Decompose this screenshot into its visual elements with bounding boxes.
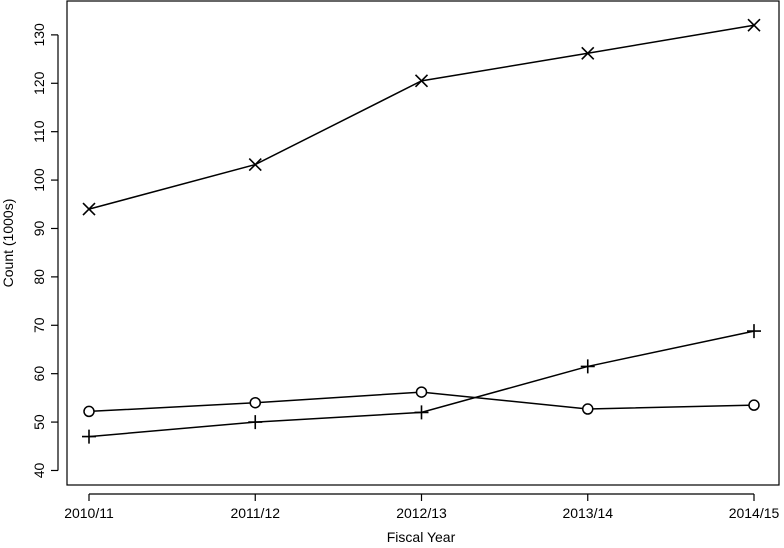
y-tick-label: 80 [31, 269, 47, 285]
series-line [88, 24, 755, 210]
series-circle [83, 386, 760, 418]
data-point-circle [582, 403, 594, 415]
data-point-circle [415, 386, 428, 398]
y-axis-label: Count (1000s) [0, 199, 16, 288]
y-tick-label: 100 [31, 168, 47, 192]
y-axis: 40 50 60 70 80 90 100 110 120 130 [31, 23, 59, 478]
data-point-cross [581, 46, 595, 60]
y-tick-label: 130 [31, 23, 47, 47]
x-tick-label: 2013/14 [562, 505, 613, 521]
x-tick-label: 2011/12 [230, 505, 280, 521]
data-point-plus [414, 405, 429, 420]
y-tick-label: 50 [31, 414, 47, 430]
data-point-cross [414, 74, 429, 88]
series-line [88, 330, 755, 438]
y-tick-label: 40 [31, 462, 47, 478]
data-point-cross [747, 18, 761, 32]
data-point-cross [82, 202, 96, 216]
x-tick-label: 2014/15 [729, 505, 780, 521]
x-tick-label: 2012/13 [396, 505, 447, 521]
data-point-circle [249, 396, 261, 409]
series-layer [82, 18, 761, 444]
x-axis: 2010/11 2011/12 2012/13 2013/14 2014/15 [64, 493, 780, 521]
data-point-circle [748, 399, 760, 411]
plot-frame [66, 0, 780, 486]
series-plus [82, 324, 761, 444]
data-point-plus [248, 415, 263, 430]
series-x-cross [82, 18, 761, 216]
data-point-plus [580, 359, 595, 374]
y-tick-label: 70 [31, 317, 47, 333]
data-point-plus [747, 324, 761, 339]
data-point-plus [82, 429, 96, 444]
x-axis-label: Fiscal Year [387, 529, 456, 545]
y-tick-label: 120 [31, 71, 47, 95]
y-tick-label: 90 [31, 220, 47, 236]
y-tick-label: 110 [31, 120, 47, 143]
y-tick-label: 60 [31, 366, 47, 382]
data-point-circle [83, 405, 95, 418]
data-point-cross [248, 158, 262, 172]
x-tick-label: 2010/11 [64, 505, 114, 521]
